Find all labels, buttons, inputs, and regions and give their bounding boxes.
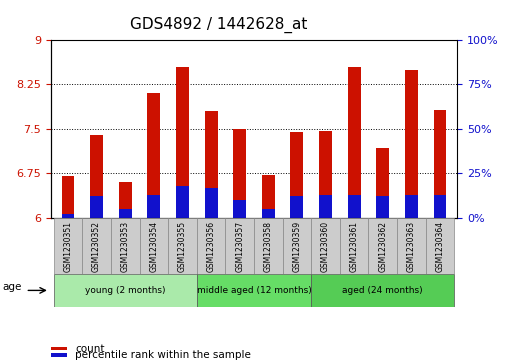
Bar [61, 214, 74, 218]
Bar [197, 218, 226, 274]
Bar [205, 188, 217, 218]
Text: GSM1230354: GSM1230354 [149, 221, 158, 272]
Bar [147, 93, 160, 218]
Bar [319, 195, 332, 218]
Bar [348, 67, 361, 218]
Bar [291, 196, 303, 218]
Bar [397, 218, 426, 274]
Bar [197, 274, 311, 307]
Text: GDS4892 / 1442628_at: GDS4892 / 1442628_at [130, 16, 307, 33]
Bar [405, 195, 418, 218]
Bar [262, 209, 275, 218]
Bar [140, 218, 168, 274]
Bar [226, 218, 254, 274]
Bar [434, 110, 447, 218]
Bar [233, 129, 246, 218]
Bar [90, 135, 103, 218]
Bar [311, 274, 454, 307]
Text: aged (24 months): aged (24 months) [342, 286, 423, 295]
Text: young (2 months): young (2 months) [85, 286, 166, 295]
Text: percentile rank within the sample: percentile rank within the sample [75, 350, 251, 360]
Bar [51, 347, 67, 350]
Bar [51, 353, 67, 357]
Text: GSM1230358: GSM1230358 [264, 221, 273, 272]
Bar [147, 195, 160, 218]
Bar [111, 218, 140, 274]
Bar [90, 196, 103, 218]
Bar [311, 218, 340, 274]
Bar [176, 186, 189, 218]
Bar [376, 196, 389, 218]
Text: GSM1230357: GSM1230357 [235, 221, 244, 272]
Text: GSM1230364: GSM1230364 [435, 221, 444, 272]
Bar [368, 218, 397, 274]
Bar [61, 176, 74, 218]
Bar [282, 218, 311, 274]
Bar [254, 218, 282, 274]
Text: GSM1230355: GSM1230355 [178, 221, 187, 272]
Bar [119, 182, 132, 218]
Text: GSM1230353: GSM1230353 [121, 221, 130, 272]
Bar [54, 274, 197, 307]
Bar [348, 195, 361, 218]
Bar [168, 218, 197, 274]
Bar [119, 209, 132, 218]
Bar [82, 218, 111, 274]
Bar [262, 175, 275, 218]
Text: middle aged (12 months): middle aged (12 months) [197, 286, 311, 295]
Bar [319, 131, 332, 218]
Bar [176, 67, 189, 218]
Bar [205, 111, 217, 218]
Text: GSM1230356: GSM1230356 [207, 221, 215, 272]
Bar [54, 218, 82, 274]
Bar [426, 218, 454, 274]
Text: GSM1230351: GSM1230351 [64, 221, 73, 272]
Text: age: age [3, 282, 22, 292]
Bar [340, 218, 368, 274]
Text: GSM1230362: GSM1230362 [378, 221, 387, 272]
Bar [405, 70, 418, 218]
Text: GSM1230360: GSM1230360 [321, 221, 330, 272]
Text: GSM1230352: GSM1230352 [92, 221, 101, 272]
Text: GSM1230361: GSM1230361 [350, 221, 359, 272]
Bar [291, 132, 303, 218]
Text: count: count [75, 344, 105, 354]
Text: GSM1230359: GSM1230359 [293, 221, 301, 272]
Text: GSM1230363: GSM1230363 [407, 221, 416, 272]
Bar [376, 148, 389, 218]
Bar [233, 200, 246, 218]
Bar [434, 195, 447, 218]
